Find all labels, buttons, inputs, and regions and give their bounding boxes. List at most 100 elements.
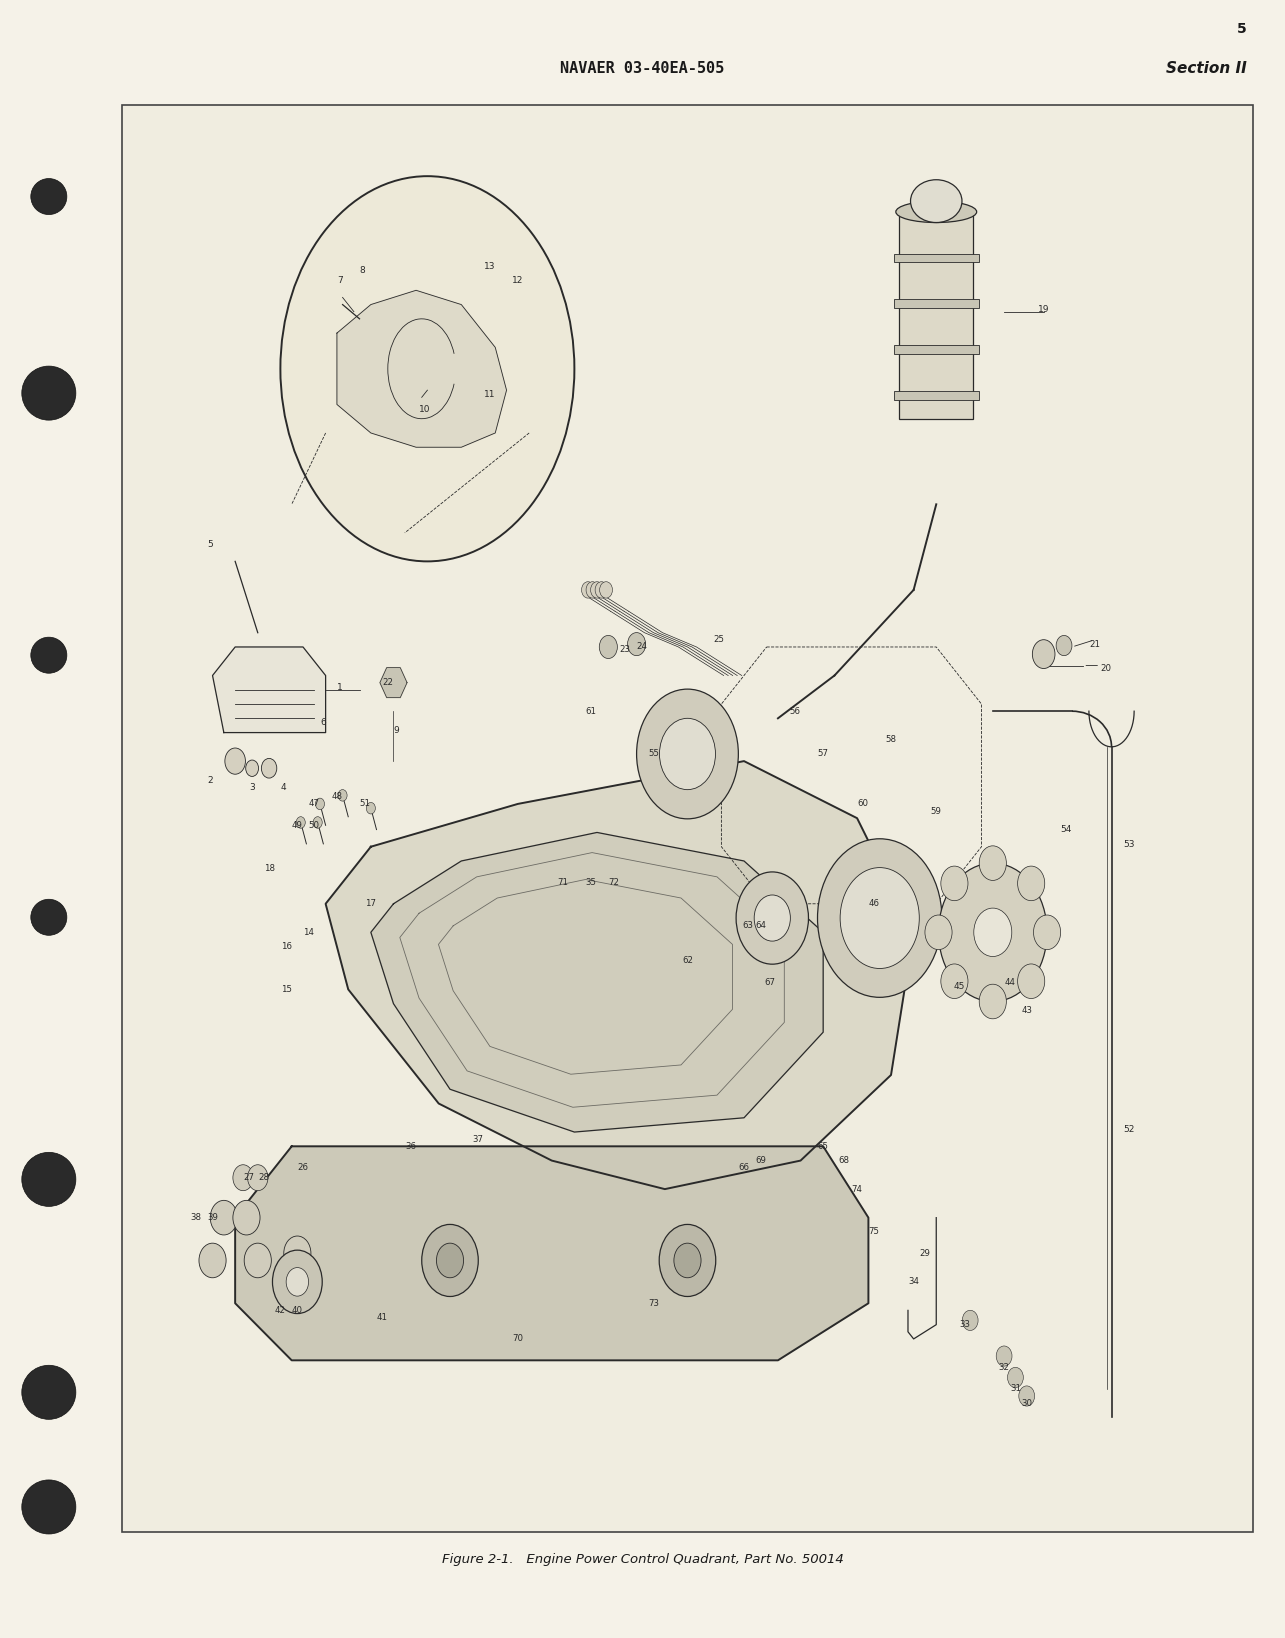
Ellipse shape <box>22 1481 76 1533</box>
Polygon shape <box>235 1147 869 1360</box>
Text: 32: 32 <box>998 1363 1010 1373</box>
Circle shape <box>261 758 276 778</box>
Text: 31: 31 <box>1010 1384 1020 1394</box>
Text: 33: 33 <box>959 1320 970 1328</box>
Polygon shape <box>380 668 407 698</box>
Circle shape <box>673 1243 702 1278</box>
Text: 46: 46 <box>869 899 879 909</box>
Text: 63: 63 <box>741 921 753 930</box>
Circle shape <box>996 1346 1013 1366</box>
Text: 67: 67 <box>765 978 776 986</box>
Circle shape <box>233 1201 260 1235</box>
Text: 48: 48 <box>332 793 342 801</box>
Circle shape <box>659 1225 716 1297</box>
Circle shape <box>338 790 347 801</box>
Bar <box>894 300 978 308</box>
Text: 55: 55 <box>648 750 659 758</box>
Ellipse shape <box>22 1366 76 1419</box>
Circle shape <box>636 690 739 819</box>
Circle shape <box>421 1225 478 1297</box>
Circle shape <box>754 894 790 942</box>
Text: 45: 45 <box>953 983 965 991</box>
Text: 39: 39 <box>207 1214 218 1222</box>
Bar <box>899 211 973 419</box>
Text: 1: 1 <box>337 683 343 691</box>
Text: 57: 57 <box>817 750 829 758</box>
Text: Section II: Section II <box>1165 61 1246 77</box>
Polygon shape <box>337 290 506 447</box>
Circle shape <box>199 1243 226 1278</box>
Circle shape <box>599 636 617 658</box>
Text: 60: 60 <box>857 799 869 809</box>
Text: 71: 71 <box>558 878 568 886</box>
Circle shape <box>840 868 919 968</box>
Text: 47: 47 <box>308 799 320 809</box>
Circle shape <box>284 1237 311 1271</box>
Text: 73: 73 <box>648 1299 659 1307</box>
Text: 37: 37 <box>473 1135 483 1143</box>
Text: 3: 3 <box>249 783 254 791</box>
Circle shape <box>627 632 645 655</box>
Text: 16: 16 <box>280 942 292 952</box>
Text: 9: 9 <box>393 726 400 734</box>
Circle shape <box>979 984 1006 1019</box>
Text: 25: 25 <box>713 636 725 644</box>
Text: 27: 27 <box>243 1173 254 1183</box>
Circle shape <box>245 760 258 776</box>
Text: 23: 23 <box>619 645 631 654</box>
Text: 22: 22 <box>383 678 393 688</box>
Bar <box>122 105 1253 1532</box>
Text: 61: 61 <box>586 706 596 716</box>
Circle shape <box>437 1243 464 1278</box>
Ellipse shape <box>22 365 76 419</box>
Text: 52: 52 <box>1123 1125 1135 1133</box>
Circle shape <box>582 581 595 598</box>
Circle shape <box>233 1165 253 1191</box>
Text: 38: 38 <box>190 1214 200 1222</box>
Circle shape <box>586 581 599 598</box>
Circle shape <box>1018 867 1045 901</box>
Circle shape <box>925 916 952 950</box>
Circle shape <box>272 1250 323 1314</box>
Text: NAVAER 03-40EA-505: NAVAER 03-40EA-505 <box>560 61 725 77</box>
Text: 53: 53 <box>1123 840 1135 848</box>
Text: 34: 34 <box>908 1278 919 1286</box>
Ellipse shape <box>22 1153 76 1206</box>
Circle shape <box>979 845 1006 881</box>
Text: 59: 59 <box>930 806 942 816</box>
Circle shape <box>248 1165 269 1191</box>
Text: 15: 15 <box>280 984 292 994</box>
Circle shape <box>315 798 325 809</box>
Circle shape <box>659 719 716 790</box>
Text: 4: 4 <box>280 783 287 791</box>
Circle shape <box>1007 1368 1023 1387</box>
Text: 64: 64 <box>756 921 766 930</box>
Text: 6: 6 <box>320 719 325 727</box>
Circle shape <box>1032 640 1055 668</box>
Text: 11: 11 <box>484 390 496 400</box>
Text: 72: 72 <box>609 878 619 886</box>
Text: 24: 24 <box>637 642 648 652</box>
Circle shape <box>736 871 808 965</box>
Text: 26: 26 <box>298 1163 308 1173</box>
Text: 28: 28 <box>258 1173 269 1183</box>
Circle shape <box>938 863 1047 1001</box>
Circle shape <box>974 907 1011 957</box>
Text: 17: 17 <box>365 899 377 909</box>
Text: 14: 14 <box>303 927 314 937</box>
Circle shape <box>595 581 608 598</box>
Text: 8: 8 <box>360 267 365 275</box>
Text: 75: 75 <box>869 1227 879 1237</box>
Text: 36: 36 <box>405 1142 416 1152</box>
Text: 69: 69 <box>756 1156 766 1165</box>
Text: 20: 20 <box>1100 663 1112 673</box>
Circle shape <box>1019 1386 1034 1405</box>
Text: 18: 18 <box>263 863 275 873</box>
Text: 35: 35 <box>586 878 596 886</box>
Circle shape <box>1033 916 1060 950</box>
Bar <box>894 254 978 262</box>
Circle shape <box>287 1268 308 1296</box>
Text: 70: 70 <box>513 1335 523 1343</box>
Bar <box>894 346 978 354</box>
Text: 58: 58 <box>885 735 897 744</box>
